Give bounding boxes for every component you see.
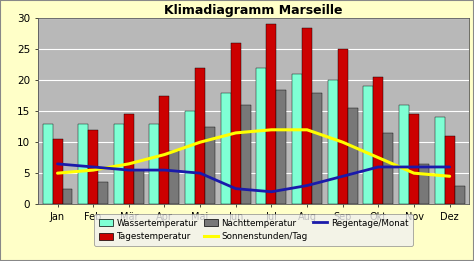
Bar [302, 28, 312, 204]
Bar [435, 117, 445, 204]
Bar [78, 124, 88, 204]
Bar [409, 114, 419, 204]
Legend: Wassertemperatur, Tagestemperatur, Nachttemperatur, Sonnenstunden/Tag, Regentage: Wassertemperatur, Tagestemperatur, Nacht… [94, 214, 413, 246]
Bar [419, 164, 429, 204]
Bar [231, 43, 241, 204]
Bar [149, 124, 159, 204]
Bar [114, 124, 124, 204]
Bar [195, 68, 205, 204]
Bar [292, 74, 302, 204]
Bar [364, 86, 374, 204]
Bar [348, 108, 358, 204]
Bar [266, 25, 276, 204]
Bar [124, 114, 134, 204]
Bar [134, 170, 144, 204]
Bar [88, 130, 98, 204]
Bar [383, 133, 393, 204]
Bar [374, 77, 383, 204]
Bar [399, 105, 409, 204]
Bar [221, 93, 231, 204]
Bar [205, 127, 215, 204]
Bar [98, 182, 108, 204]
Bar [276, 90, 286, 204]
Bar [256, 68, 266, 204]
Bar [337, 49, 348, 204]
Bar [185, 111, 195, 204]
Bar [328, 80, 337, 204]
Bar [159, 96, 170, 204]
Bar [43, 124, 53, 204]
Title: Klimadiagramm Marseille: Klimadiagramm Marseille [164, 4, 343, 17]
Bar [455, 186, 465, 204]
Bar [53, 139, 63, 204]
Bar [312, 93, 322, 204]
Bar [445, 136, 455, 204]
Bar [241, 105, 251, 204]
Bar [170, 151, 180, 204]
Bar [63, 189, 73, 204]
